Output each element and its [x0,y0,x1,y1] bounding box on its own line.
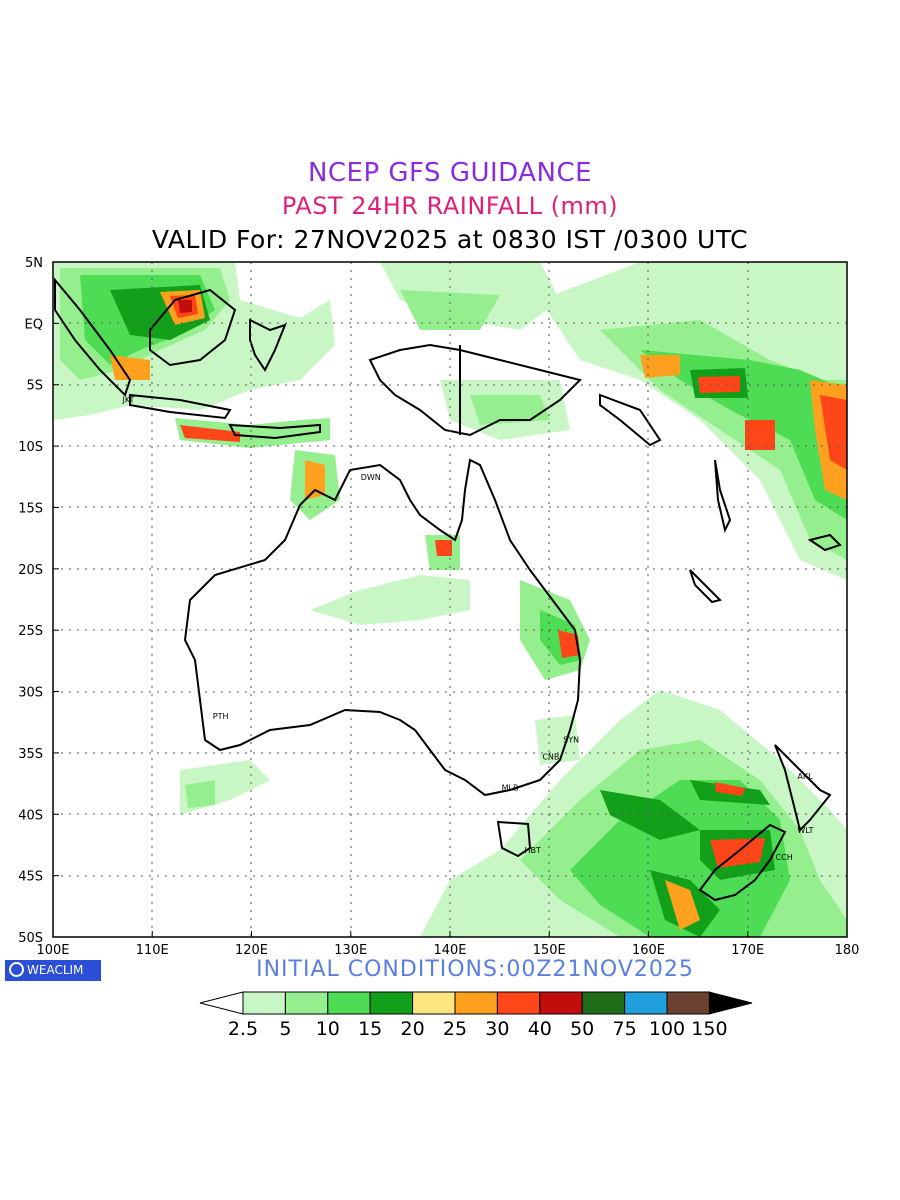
gridlines [53,262,847,937]
city-label: MLB [502,783,519,792]
legend-label: 100 [649,1018,685,1040]
lon-tick-label: 130E [334,943,367,958]
legend-label: 150 [691,1018,727,1040]
city-label: WLT [797,826,813,835]
city-label: SYN [563,735,579,744]
lat-tick-label: 5N [25,256,43,271]
lat-tick-label: 50S [18,931,43,946]
lon-tick-label: 160E [632,943,665,958]
legend-label: 50 [570,1018,594,1040]
lon-tick-label: 110E [136,943,169,958]
new-caledonia-coast [689,569,722,604]
legend-color-box [242,991,286,1015]
legend: 2.5 5 10 15 20 25 30 40 50 75 100 150 [199,991,753,1040]
title-variable: PAST 24HR RAINFALL (mm) [281,192,619,220]
city-label: PTH [213,712,229,721]
legend-color-box [284,991,329,1015]
legend-label: 20 [401,1018,425,1040]
legend-color-box [454,991,498,1015]
lon-tick-label: 100E [36,943,69,958]
legend-color-box [327,991,371,1015]
borneo-coast [149,288,237,367]
lat-tick-label: 10S [18,440,43,455]
lon-tick-label: 180 [835,943,860,958]
legend-label: 2.5 [228,1018,258,1040]
latitude-axis: 5N EQ 5S 10S 15S 20S 25S 30S 35S 40S 45S 50S [18,256,59,946]
initial-conditions: INITIAL CONDITIONS:00Z21NOV2025 [256,957,694,982]
longitude-axis: 100E 110E 120E 130E 140E 150E 160E 170E 180 [36,931,859,958]
legend-color-box [581,991,626,1015]
sumatra-coast [54,277,132,397]
logo-ring-icon [9,962,24,977]
solomon-islands-coast [599,393,662,447]
australia-coast [183,458,582,797]
legend-label: 15 [358,1018,382,1040]
lat-tick-label: 5S [26,379,43,394]
new-zealand-south-coast [698,823,787,902]
lesser-sunda-coast [228,423,321,440]
lat-tick-label: 40S [18,808,43,823]
weaclim-logo: WEACLIM [5,960,101,981]
city-label: DWN [361,473,381,482]
legend-label: 5 [279,1018,291,1040]
new-guinea-coast [368,343,582,437]
title-model: NCEP GFS GUIDANCE [307,158,593,188]
lat-tick-label: 25S [18,624,43,639]
legend-label: 75 [613,1018,637,1040]
title-valid-time: VALID For: 27NOV2025 at 0830 IST /0300 U… [151,225,749,254]
legend-label: 40 [528,1018,552,1040]
legend-label: 30 [485,1018,509,1040]
legend-color-box [412,991,456,1015]
lat-tick-label: 45S [18,870,43,885]
legend-low-arrow [199,991,244,1015]
legend-high-arrow [708,991,753,1015]
lat-tick-label: 30S [18,686,43,701]
city-label: HBT [524,846,541,855]
coastlines [54,277,842,902]
city-label: AKL [797,772,813,781]
city-label: CNB [542,753,559,762]
lat-tick-label: EQ [25,317,43,332]
brand-label: WEACLIM [27,963,84,977]
city-label: JKT [121,395,134,404]
city-label: CCH [776,853,793,862]
legend-color-box [496,991,541,1015]
new-zealand-north-coast [774,744,832,832]
java-coast [129,393,232,420]
lon-tick-label: 140E [433,943,466,958]
vanuatu-coast [714,459,732,533]
lat-tick-label: 20S [18,563,43,578]
legend-color-box [666,991,710,1015]
lon-tick-label: 150E [533,943,566,958]
legend-label: 25 [443,1018,467,1040]
lon-tick-label: 120E [235,943,268,958]
tasmania-coast [496,820,532,858]
lon-tick-label: 170E [731,943,764,958]
lat-tick-label: 35S [18,747,43,762]
fiji-coast [807,533,842,552]
legend-color-box [369,991,414,1015]
city-labels: PTH SYN CNB MLB HBT CCH WLT AKL DWN JKT [121,395,813,862]
legend-label: 10 [316,1018,340,1040]
legend-color-box [624,991,668,1015]
legend-color-box [539,991,583,1015]
lat-tick-label: 15S [18,501,43,516]
